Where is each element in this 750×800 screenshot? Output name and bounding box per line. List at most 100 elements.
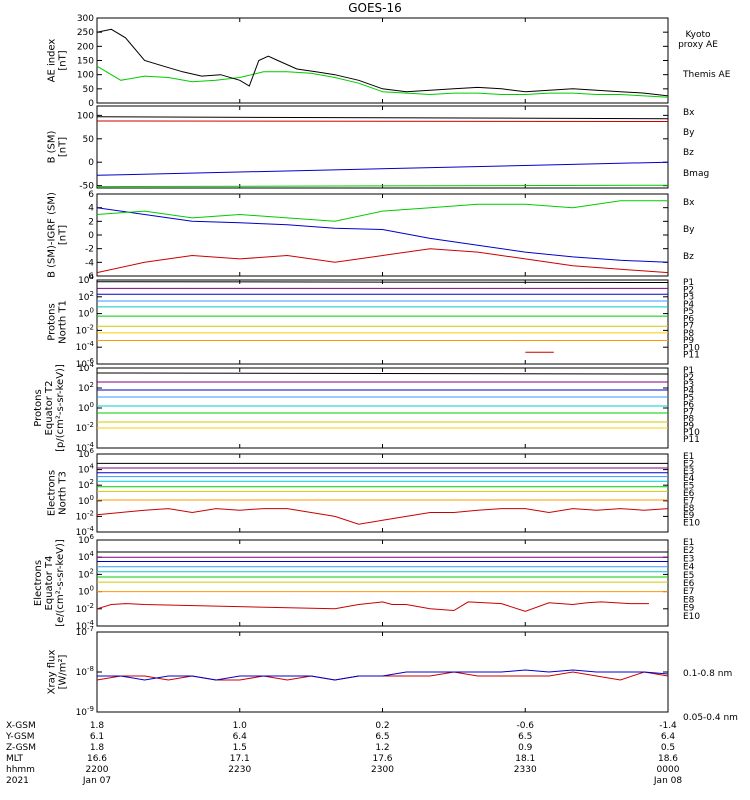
series-line-p1: [96, 281, 669, 283]
legend-label: P4: [683, 300, 694, 310]
plot-frame: [96, 17, 669, 104]
y-tick-exponent: 0: [90, 401, 94, 409]
ephemeris-row-label: MLT: [6, 754, 24, 764]
y-tick-exponent: 2: [90, 381, 94, 389]
ephemeris-value: 2300: [371, 765, 394, 775]
ephemeris-value: 6.1: [90, 732, 104, 742]
y-tick-label: 10-2: [76, 602, 94, 615]
legend-label: P3: [683, 293, 694, 303]
ephemeris-value: 2330: [514, 765, 537, 775]
y-tick-label: 0: [88, 99, 94, 109]
y-tick-label: 104: [78, 463, 94, 476]
plot-frame: [96, 631, 669, 713]
legend-label: 0.05-0.4 nm: [683, 713, 738, 723]
y-tick-label: 100: [78, 494, 94, 507]
legend-label: E4: [683, 474, 695, 484]
y-tick-label: 150: [77, 57, 94, 67]
legend-label: E1: [683, 538, 694, 548]
y-tick-label: 250: [77, 28, 94, 38]
y-tick-exponent: -4: [87, 441, 95, 449]
legend-label: E5: [683, 571, 694, 581]
y-tick-exponent: 4: [90, 463, 95, 471]
ephemeris-value: 6.4: [661, 732, 676, 742]
y-tick-label: -50: [79, 182, 94, 192]
y-tick-exponent: -2: [87, 323, 94, 331]
legend-label: P2: [683, 285, 694, 295]
legend-label: E9: [683, 604, 695, 614]
ephemeris-value: 0000: [657, 765, 680, 775]
series-line-bz: [96, 248, 669, 274]
ephemeris-value: 6.5: [518, 732, 532, 742]
legend-label: E3: [683, 554, 694, 564]
ephemeris-value: 6.4: [233, 732, 248, 742]
y-tick-label: 100: [78, 401, 94, 414]
ephemeris-value: 18.1: [515, 754, 535, 764]
legend-label: Bz: [683, 148, 694, 158]
legend-label: P5: [683, 394, 694, 404]
y-tick-label: 6: [88, 190, 94, 200]
ephemeris-value: 2230: [228, 765, 251, 775]
legend-label: Themis AE: [682, 70, 731, 80]
y-tick-label: 102: [78, 290, 94, 303]
y-tick-label: 4: [88, 204, 94, 214]
y-tick-label: -4: [85, 258, 94, 268]
y-tick-label: 102: [78, 567, 94, 580]
y-tick-exponent: -2: [87, 509, 94, 517]
panel-ae: 0 50 100 150 200 250 300 AE index [nT] Kyotoproxy…: [47, 14, 731, 109]
y-tick-exponent: -4: [87, 619, 95, 627]
ephemeris-value: 0.5: [661, 743, 675, 753]
legend-label: Bmag: [683, 169, 709, 179]
plot-frame: [96, 367, 669, 449]
legend-label: P9: [683, 421, 694, 431]
ephemeris-value: 2200: [86, 765, 109, 775]
legend-label: E6: [683, 489, 695, 499]
ephemeris-value: 1.0: [233, 721, 248, 731]
series-line-bmag: [96, 116, 669, 120]
ephemeris-row-label: Y-GSM: [5, 732, 34, 742]
y-tick-label: 10-8: [76, 665, 94, 678]
y-tick-label: 100: [78, 585, 94, 598]
legend-label: 0.1-0.8 nm: [683, 669, 732, 679]
legend-label: E3: [683, 467, 694, 477]
panel-b_sm: -50 0 50 100 B (SM) [nT] Bx By Bz Bmag: [47, 105, 709, 192]
y-tick-exponent: 2: [90, 478, 94, 486]
series-line-bz: [96, 120, 669, 122]
y-axis-label: North T3: [58, 471, 69, 515]
bottom-axis-table: X-GSMY-GSMZ-GSMMLThhmm20211.86.11.816.62…: [5, 721, 682, 786]
legend-label: P5: [683, 307, 694, 317]
y-tick-exponent: -4: [87, 525, 95, 533]
legend-label: Bx: [683, 108, 695, 118]
y-tick-label: 2: [88, 217, 94, 227]
ephemeris-value: 1.5: [233, 743, 247, 753]
y-tick-label: 100: [77, 111, 94, 121]
ephemeris-value: 17.6: [372, 754, 392, 764]
series-line-bx: [96, 161, 669, 176]
series-line-by: [96, 200, 668, 222]
legend-label: P1: [683, 366, 694, 376]
legend-label: E8: [683, 595, 695, 605]
y-tick-label: -6: [85, 272, 94, 282]
ephemeris-value: Jan 08: [653, 776, 682, 786]
series-line-kyoto-proxy-ae: [96, 65, 669, 98]
series-line-e9: [96, 508, 669, 525]
y-tick-exponent: 6: [90, 533, 95, 541]
y-axis-label: North T1: [58, 300, 69, 344]
y-tick-exponent: -6: [87, 357, 95, 365]
legend-label: By: [683, 128, 695, 138]
legend-label: P11: [683, 435, 700, 445]
panel-b_igrf: -6 -4 -2 0 2 4 6 B (SM)-IGRF (SM) [nT] Bx By Bz: [47, 190, 696, 282]
y-tick-exponent: 4: [90, 361, 95, 369]
legend-label: P6: [683, 401, 694, 411]
legend-label: By: [683, 225, 695, 235]
legend-label: P6: [683, 314, 694, 324]
legend-label: E5: [683, 482, 694, 492]
y-tick-exponent: -8: [87, 665, 94, 673]
legend-label: Kyoto: [685, 30, 711, 40]
series-line-by: [96, 184, 669, 188]
y-tick-exponent: -7: [87, 625, 94, 633]
y-tick-exponent: 0: [90, 585, 94, 593]
y-axis-label: [nT]: [58, 137, 69, 157]
